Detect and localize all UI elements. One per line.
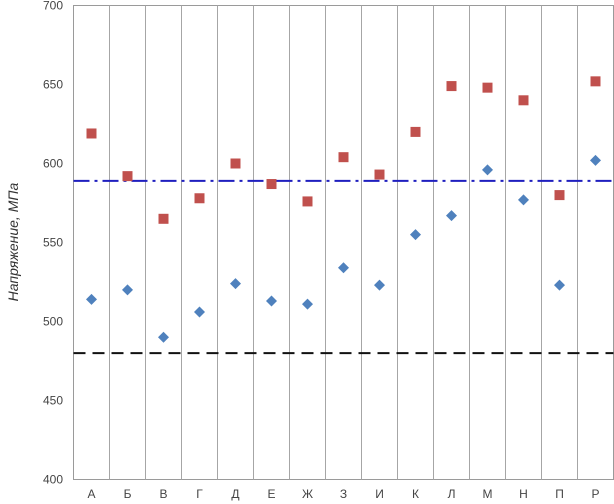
x-tick-label: Е <box>267 487 275 501</box>
point-square-Е <box>266 179 277 190</box>
point-square-И <box>374 169 385 180</box>
y-tick-label: 500 <box>43 315 63 329</box>
point-diamond-К <box>410 229 421 241</box>
point-square-З <box>338 152 349 163</box>
x-tick-label: А <box>87 487 95 501</box>
point-square-П <box>554 190 565 201</box>
point-square-Р <box>590 76 601 87</box>
point-square-Ж <box>302 196 313 207</box>
x-tick-label: Н <box>519 487 528 501</box>
point-diamond-П <box>554 279 565 291</box>
point-square-Д <box>230 158 241 169</box>
point-diamond-Г <box>194 306 205 318</box>
point-diamond-Ж <box>302 298 313 310</box>
y-axis-title: Напряжение, МПа <box>5 182 21 301</box>
data-points <box>86 76 601 343</box>
point-square-Б <box>122 171 133 182</box>
point-diamond-Е <box>266 295 277 307</box>
y-tick-label: 600 <box>43 157 63 171</box>
y-tick-labels: 400 450 500 550 600 650 700 <box>43 0 63 487</box>
y-tick-label: 550 <box>43 236 63 250</box>
point-diamond-И <box>374 279 385 291</box>
reference-lines <box>73 179 614 355</box>
point-square-К <box>410 126 421 137</box>
point-square-Н <box>518 95 529 106</box>
point-diamond-А <box>86 293 97 305</box>
y-tick-label: 450 <box>43 394 63 408</box>
point-diamond-Н <box>518 194 529 206</box>
point-square-Г <box>194 193 205 204</box>
x-tick-label: Ж <box>302 487 313 501</box>
point-diamond-Р <box>590 154 601 166</box>
grid <box>109 5 578 480</box>
x-tick-label: Л <box>448 487 456 501</box>
x-tick-label: Д <box>231 487 239 501</box>
point-diamond-Б <box>122 284 133 296</box>
x-tick-label: З <box>340 487 347 501</box>
point-diamond-Л <box>446 210 457 222</box>
x-tick-label: М <box>483 487 493 501</box>
y-tick-label: 400 <box>43 473 63 487</box>
x-tick-label: В <box>159 487 167 501</box>
plot-frame <box>73 5 614 480</box>
point-square-В <box>158 213 169 224</box>
x-tick-label: Г <box>196 487 203 501</box>
point-diamond-М <box>482 164 493 176</box>
x-tick-label: И <box>375 487 384 501</box>
point-diamond-З <box>338 262 349 274</box>
point-diamond-В <box>158 331 169 343</box>
y-tick-label: 650 <box>43 78 63 92</box>
x-tick-label: Б <box>124 487 132 501</box>
point-diamond-Д <box>230 278 241 290</box>
point-square-Л <box>446 81 457 92</box>
x-tick-label: Р <box>591 487 599 501</box>
y-tick-label: 700 <box>43 0 63 13</box>
x-tick-label: П <box>555 487 564 501</box>
point-square-А <box>86 128 97 139</box>
point-square-М <box>482 82 493 93</box>
x-tick-label: К <box>412 487 419 501</box>
